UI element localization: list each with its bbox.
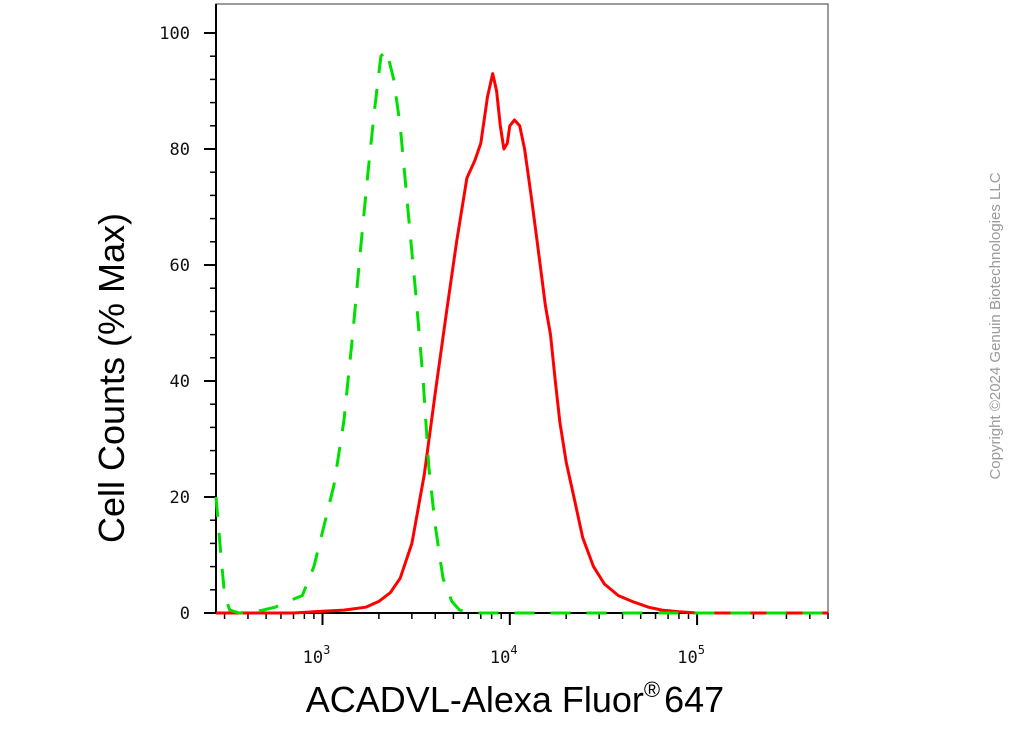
y-tick-label: 80 [170, 140, 190, 160]
series-layer [214, 48, 828, 615]
x-tick-label: 104 [490, 643, 518, 668]
series-line-dashed [214, 48, 828, 615]
x-axis-title-suffix: 647 [664, 679, 724, 720]
y-tick-label: 40 [170, 372, 190, 392]
x-tick-label: 103 [303, 643, 331, 668]
y-tick-label: 60 [170, 256, 190, 276]
y-tick-label: 0 [180, 604, 190, 624]
y-tick-label: 100 [159, 24, 190, 44]
x-axis: 103 104 105 [216, 612, 829, 668]
x-tick-label: 105 [677, 643, 705, 668]
y-axis-title: Cell Counts (% Max) [91, 213, 132, 543]
series-line-solid [216, 72, 828, 615]
y-tick-label: 20 [170, 488, 190, 508]
copyright-text: Copyright ©2024 Genuin Biotechnologies L… [987, 172, 1004, 479]
y-axis: 0 20 40 60 80 100 [159, 4, 217, 624]
x-axis-title: ACADVL-Alexa Fluor® 647 [306, 677, 724, 720]
plot-frame [215, 3, 829, 614]
x-axis-title-superscript: ® [644, 677, 660, 702]
x-axis-title-main: ACADVL-Alexa Fluor [306, 679, 644, 720]
